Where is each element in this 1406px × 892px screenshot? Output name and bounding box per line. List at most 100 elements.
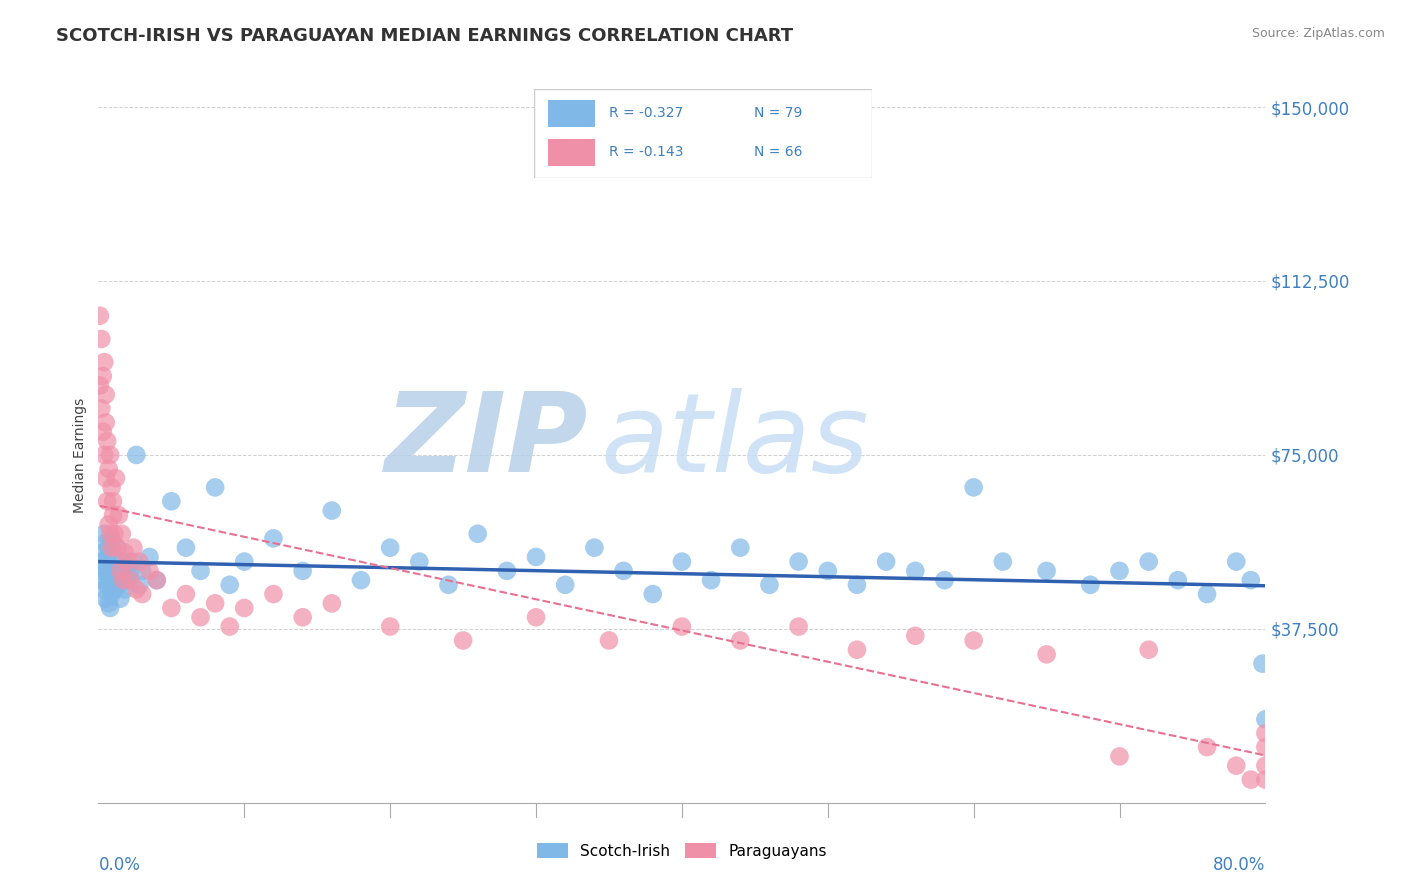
Text: 0.0%: 0.0% (98, 856, 141, 874)
Point (730, 633, 752, 648)
Point (110, 564, 132, 578)
Point (524, 610, 547, 624)
Point (641, 587, 664, 601)
Point (122, 555, 145, 569)
Point (103, 582, 125, 597)
Point (496, 564, 519, 578)
Point (128, 578, 150, 592)
Point (1137, 642, 1160, 657)
Point (98, 526, 121, 541)
Point (104, 564, 127, 578)
Point (671, 555, 693, 569)
Point (730, 541, 752, 555)
Text: R = -0.327: R = -0.327 (609, 106, 683, 120)
Point (98, 448, 121, 462)
Point (1108, 564, 1130, 578)
Point (787, 619, 810, 633)
Point (91, 425, 114, 439)
Point (96, 434, 118, 448)
Point (91, 573, 114, 587)
Point (96, 549, 118, 564)
Point (233, 555, 256, 569)
Point (875, 555, 897, 569)
Point (1251, 657, 1274, 671)
Point (218, 578, 240, 592)
Point (117, 573, 139, 587)
Point (90, 401, 112, 416)
Point (93, 448, 115, 462)
Point (321, 596, 343, 610)
Point (467, 526, 489, 541)
Point (962, 633, 984, 648)
Point (700, 573, 723, 587)
Point (233, 601, 256, 615)
Point (96, 494, 118, 508)
Point (138, 549, 160, 564)
Point (125, 448, 148, 462)
Point (96, 578, 118, 592)
Text: R = -0.143: R = -0.143 (609, 145, 683, 159)
Point (1254, 712, 1277, 726)
Point (89, 564, 111, 578)
Point (97, 517, 120, 532)
FancyBboxPatch shape (548, 100, 595, 127)
Point (991, 555, 1014, 569)
Point (1195, 587, 1218, 601)
Point (934, 573, 956, 587)
Text: atlas: atlas (600, 387, 869, 494)
Point (962, 480, 984, 494)
Point (1254, 726, 1277, 740)
Point (160, 494, 183, 508)
Y-axis label: Median Earnings: Median Earnings (73, 397, 87, 513)
Point (262, 532, 284, 546)
Point (1254, 740, 1277, 755)
Point (100, 480, 122, 494)
Point (138, 564, 160, 578)
Point (1035, 564, 1057, 578)
Point (904, 564, 927, 578)
Point (97, 462, 120, 476)
Point (1080, 578, 1102, 592)
Point (101, 555, 124, 569)
Point (380, 619, 402, 633)
Point (583, 541, 606, 555)
Point (758, 578, 780, 592)
Point (94, 416, 117, 430)
Point (108, 508, 131, 523)
Point (93, 526, 115, 541)
Point (120, 573, 142, 587)
Point (93, 355, 115, 369)
Point (120, 564, 142, 578)
Point (111, 555, 134, 569)
Point (110, 591, 132, 606)
Point (204, 480, 226, 494)
Point (218, 619, 240, 633)
Point (262, 587, 284, 601)
Point (1137, 555, 1160, 569)
Point (93, 582, 115, 597)
Point (89, 378, 111, 392)
Point (146, 573, 169, 587)
Point (1254, 772, 1277, 787)
Legend: Scotch-Irish, Paraguayans: Scotch-Irish, Paraguayans (531, 837, 832, 864)
Point (787, 555, 810, 569)
Point (101, 494, 124, 508)
Text: ZIP: ZIP (385, 387, 589, 494)
Point (350, 573, 373, 587)
Text: N = 79: N = 79 (754, 106, 801, 120)
Point (98, 559, 121, 574)
Point (1225, 555, 1247, 569)
Point (524, 549, 547, 564)
Point (115, 559, 138, 574)
FancyBboxPatch shape (534, 89, 872, 178)
Point (817, 564, 839, 578)
Point (97, 568, 120, 582)
Point (846, 578, 869, 592)
Point (94, 564, 117, 578)
Point (114, 582, 136, 597)
Point (105, 541, 128, 555)
Point (380, 541, 402, 555)
Point (100, 541, 122, 555)
Point (100, 532, 122, 546)
Point (204, 596, 226, 610)
